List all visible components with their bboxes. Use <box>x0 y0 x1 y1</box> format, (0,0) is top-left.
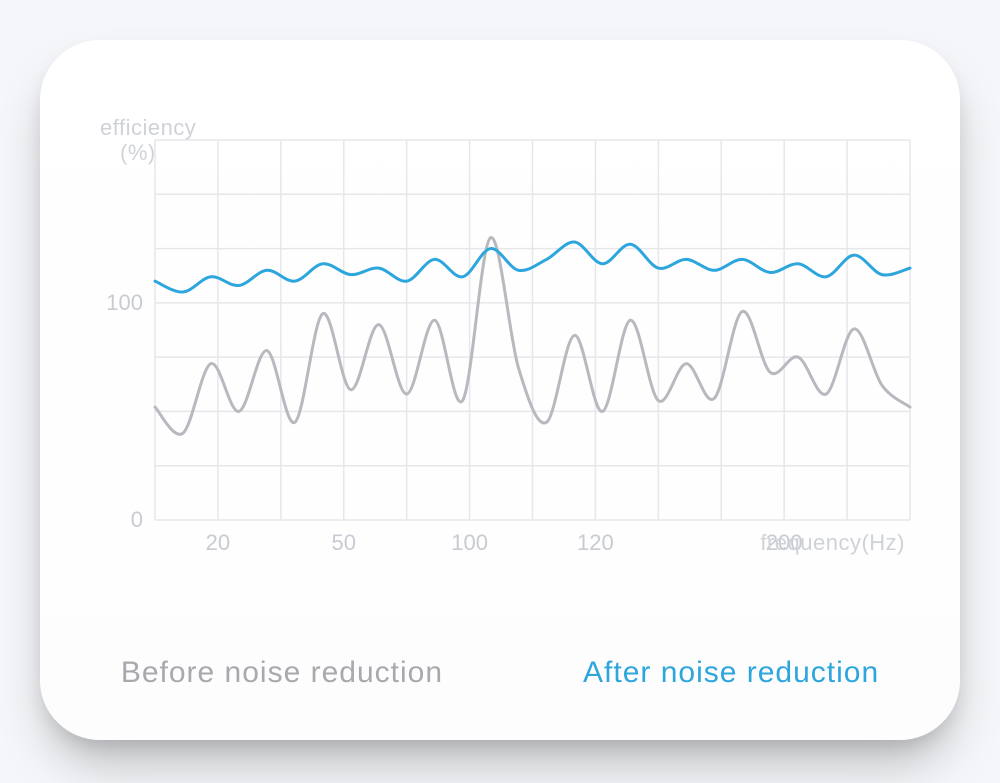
y-tick-label: 100 <box>106 290 143 315</box>
chart-area: efficiency(%)01002050100120200frequency(… <box>80 80 920 680</box>
x-tick-label: 20 <box>206 530 230 555</box>
y-tick-label: 0 <box>131 507 143 532</box>
x-tick-label: 120 <box>577 530 614 555</box>
x-tick-label: 100 <box>451 530 488 555</box>
grid <box>155 140 910 520</box>
chart-card: efficiency(%)01002050100120200frequency(… <box>40 40 960 740</box>
x-tick-label: 50 <box>332 530 356 555</box>
y-axis-label-1: efficiency <box>100 115 196 140</box>
efficiency-frequency-chart: efficiency(%)01002050100120200frequency(… <box>80 80 920 600</box>
stage: efficiency(%)01002050100120200frequency(… <box>0 0 1000 783</box>
y-axis-label-2: (%) <box>120 140 156 165</box>
x-axis-label: frequency(Hz) <box>760 530 905 555</box>
